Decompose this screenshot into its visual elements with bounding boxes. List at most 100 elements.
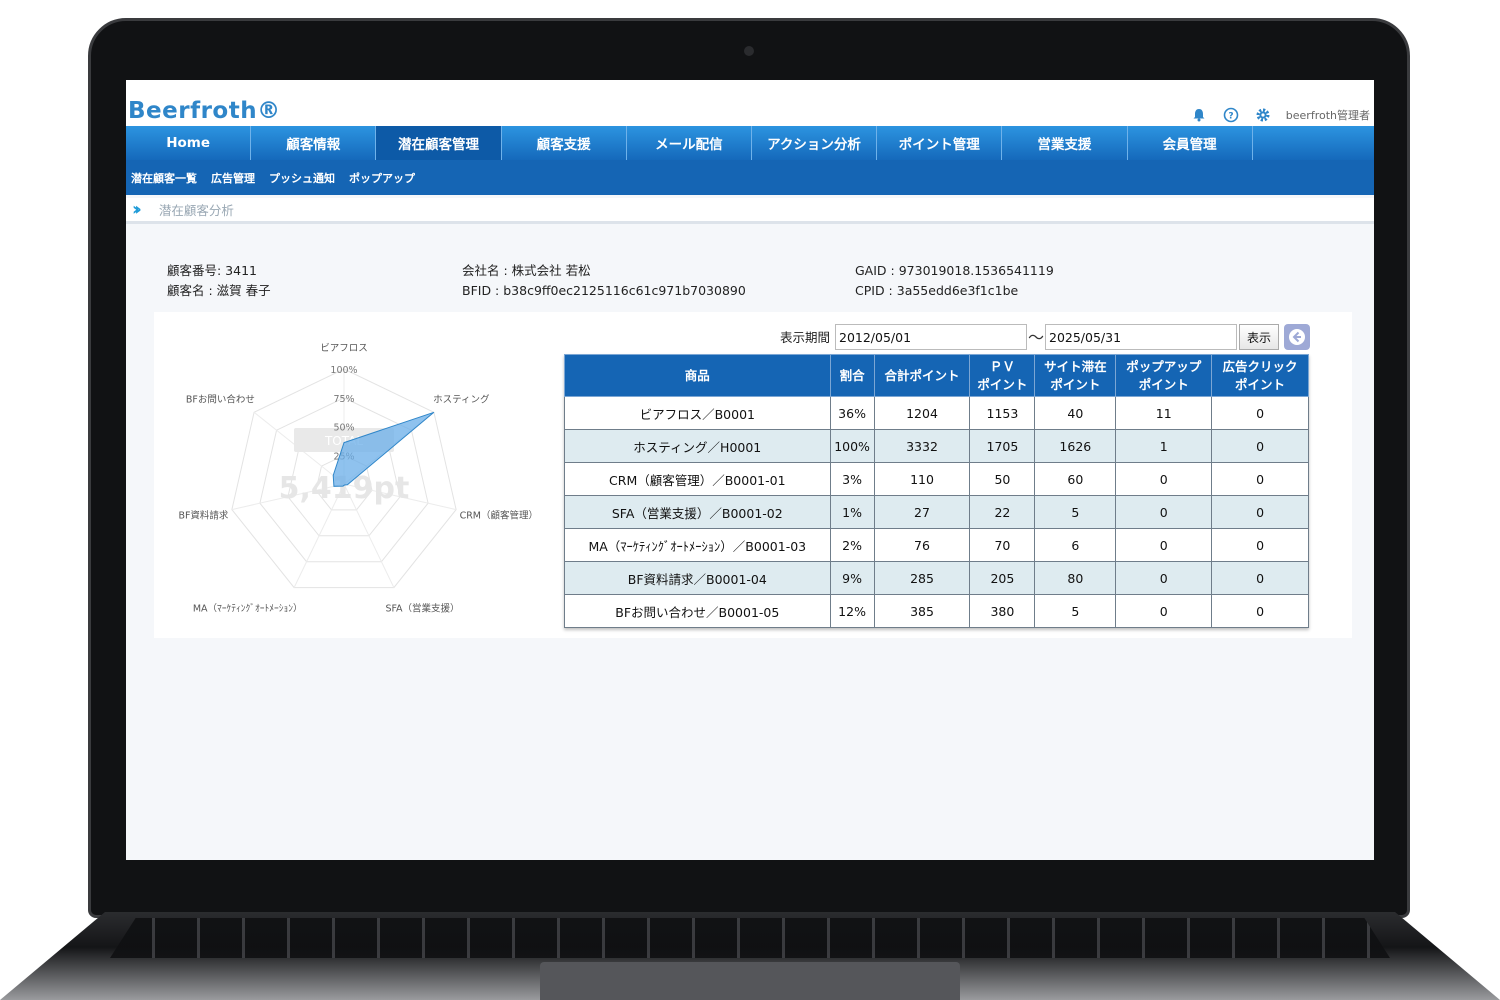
arrow-left-icon bbox=[1289, 329, 1305, 345]
nav-customer-info[interactable]: 顧客情報 bbox=[251, 126, 377, 160]
subnav-popup[interactable]: ポップアップ bbox=[349, 171, 415, 185]
period-filter: 表示期間 〜 表示 bbox=[154, 324, 1352, 350]
camera bbox=[744, 46, 754, 56]
radar-axis-label: MA（ﾏｰｹﾃｨﾝｸﾞｵｰﾄﾒｰｼｮﾝ） bbox=[193, 602, 303, 614]
customer-info-right: GAID : 973019018.1536541119 CPID : 3a55e… bbox=[855, 261, 1054, 301]
breadcrumb: ›› 潜在顧客分析 bbox=[126, 198, 1374, 224]
cell-stay: 5 bbox=[1034, 594, 1117, 628]
header-popup-points[interactable]: ポップアップ ポイント bbox=[1115, 354, 1213, 397]
top-bar: Beerfroth® ? beerfroth管理者 bbox=[126, 80, 1374, 126]
cell-pv: 205 bbox=[969, 561, 1036, 595]
radar-axis-label: BFお問い合わせ bbox=[186, 394, 255, 406]
customer-info-left: 顧客番号: 3411 顧客名 : 滋賀 春子 bbox=[167, 261, 271, 301]
header-pv-points[interactable]: ＰＶ ポイント bbox=[969, 354, 1036, 397]
back-button[interactable] bbox=[1284, 324, 1310, 350]
trackpad bbox=[540, 962, 960, 1000]
nav-home[interactable]: Home bbox=[126, 126, 252, 160]
cell-stay: 1626 bbox=[1034, 429, 1117, 463]
cell-product: ホスティング／H0001 bbox=[564, 429, 831, 463]
cell-ratio: 100% bbox=[829, 429, 875, 463]
nav-action-analysis[interactable]: アクション分析 bbox=[752, 126, 878, 160]
header-ad-click-points[interactable]: 広告クリック ポイント bbox=[1211, 354, 1309, 397]
cell-ratio: 3% bbox=[829, 462, 875, 496]
radar-tick-label: 50% bbox=[333, 423, 354, 434]
table-row[interactable]: SFA（営業支援）／B0001-02 1% 27 22 5 0 0 bbox=[564, 495, 1309, 529]
radar-grid-ring bbox=[315, 454, 373, 511]
nav-members[interactable]: 会員管理 bbox=[1128, 126, 1253, 160]
cell-product: BFお問い合わせ／B0001-05 bbox=[564, 594, 831, 628]
help-icon[interactable]: ? bbox=[1222, 106, 1240, 124]
customer-number: 顧客番号: 3411 bbox=[167, 263, 257, 278]
keyboard bbox=[110, 918, 1390, 958]
screen: Beerfroth® ? beerfroth管理者 Home 顧客情報 潜在顧客… bbox=[126, 80, 1374, 860]
cell-popup: 0 bbox=[1115, 594, 1213, 628]
cell-product: CRM（顧客管理）／B0001-01 bbox=[564, 462, 831, 496]
cell-pv: 70 bbox=[969, 528, 1036, 562]
cpid: CPID : 3a55edd6e3f1c1be bbox=[855, 283, 1019, 298]
cell-ratio: 12% bbox=[829, 594, 875, 628]
bell-icon[interactable] bbox=[1190, 106, 1208, 124]
user-label[interactable]: beerfroth管理者 bbox=[1285, 109, 1370, 122]
header-product[interactable]: 商品 bbox=[564, 354, 831, 397]
analysis-panel: TOTAL5,419pt100%75%50%25%ビアフロスホスティングCRM（… bbox=[154, 312, 1352, 638]
cell-pv: 50 bbox=[969, 462, 1036, 496]
top-icons: ? beerfroth管理者 bbox=[1190, 106, 1370, 124]
table-row[interactable]: BF資料請求／B0001-04 9% 285 205 80 0 0 bbox=[564, 561, 1309, 595]
main-nav: Home 顧客情報 潜在顧客管理 顧客支援 メール配信 アクション分析 ポイント… bbox=[126, 126, 1374, 160]
double-chevron-icon: ›› bbox=[132, 199, 142, 220]
radar-axis-label: SFA（営業支援） bbox=[385, 602, 459, 614]
nav-customer-support[interactable]: 顧客支援 bbox=[502, 126, 627, 160]
table-row[interactable]: CRM（顧客管理）／B0001-01 3% 110 50 60 0 0 bbox=[564, 462, 1309, 496]
table-row[interactable]: ホスティング／H0001 100% 3332 1705 1626 1 0 bbox=[564, 429, 1309, 463]
radar-tick-label: 75% bbox=[333, 394, 354, 405]
cell-pv: 22 bbox=[969, 495, 1036, 529]
customer-info-middle: 会社名 : 株式会社 若松 BFID : b38c9ff0ec2125116c6… bbox=[462, 261, 746, 301]
cell-ratio: 2% bbox=[829, 528, 875, 562]
cell-total: 3332 bbox=[873, 429, 971, 463]
company-name: 会社名 : 株式会社 若松 bbox=[462, 263, 591, 278]
gear-icon[interactable] bbox=[1254, 106, 1272, 124]
nav-points[interactable]: ポイント管理 bbox=[877, 126, 1003, 160]
app-logo[interactable]: Beerfroth® bbox=[128, 98, 281, 124]
radar-axis-label: ホスティング bbox=[433, 394, 490, 406]
cell-stay: 80 bbox=[1034, 561, 1117, 595]
cell-total: 76 bbox=[873, 528, 971, 562]
product-points-table: 商品 割合 合計ポイント ＰＶ ポイント サイト滞在 ポイント ポップアップ ポ… bbox=[564, 354, 1309, 628]
header-stay-points[interactable]: サイト滞在 ポイント bbox=[1034, 354, 1117, 397]
table-row[interactable]: BFお問い合わせ／B0001-05 12% 385 380 5 0 0 bbox=[564, 594, 1309, 628]
show-button[interactable]: 表示 bbox=[1239, 324, 1279, 350]
header-ratio[interactable]: 割合 bbox=[829, 354, 875, 397]
period-label: 表示期間 bbox=[780, 330, 831, 345]
table-row[interactable]: MA（ﾏｰｹﾃｨﾝｸﾞｵｰﾄﾒｰｼｮﾝ）／B0001-03 2% 76 70 6… bbox=[564, 528, 1309, 562]
subnav-ads[interactable]: 広告管理 bbox=[211, 171, 255, 185]
cell-product: MA（ﾏｰｹﾃｨﾝｸﾞｵｰﾄﾒｰｼｮﾝ）／B0001-03 bbox=[564, 528, 831, 562]
subnav-potential-list[interactable]: 潜在顧客一覧 bbox=[131, 171, 197, 185]
cell-stay: 60 bbox=[1034, 462, 1117, 496]
cell-popup: 1 bbox=[1115, 429, 1213, 463]
radar-chart: TOTAL5,419pt100%75%50%25%ビアフロスホスティングCRM（… bbox=[178, 343, 538, 614]
cell-total: 110 bbox=[873, 462, 971, 496]
cell-total: 1204 bbox=[873, 396, 971, 430]
subnav-push[interactable]: プッシュ通知 bbox=[269, 171, 335, 185]
nav-mail[interactable]: メール配信 bbox=[627, 126, 752, 160]
page-title: 潜在顧客分析 bbox=[158, 203, 234, 218]
header-total-points[interactable]: 合計ポイント bbox=[873, 354, 971, 397]
radar-grid-ring bbox=[287, 425, 401, 537]
cell-stay: 5 bbox=[1034, 495, 1117, 529]
cell-product: SFA（営業支援）／B0001-02 bbox=[564, 495, 831, 529]
cell-stay: 40 bbox=[1034, 396, 1117, 430]
start-date-input[interactable] bbox=[835, 324, 1027, 350]
customer-name: 顧客名 : 滋賀 春子 bbox=[167, 283, 271, 298]
cell-popup: 0 bbox=[1115, 561, 1213, 595]
table-row[interactable]: ビアフロス／B0001 36% 1204 1153 40 11 0 bbox=[564, 396, 1309, 430]
svg-text:?: ? bbox=[1228, 112, 1233, 122]
cell-total: 27 bbox=[873, 495, 971, 529]
cell-popup: 0 bbox=[1115, 462, 1213, 496]
cell-ratio: 36% bbox=[829, 396, 875, 430]
end-date-input[interactable] bbox=[1045, 324, 1237, 350]
nav-sales-support[interactable]: 営業支援 bbox=[1002, 126, 1128, 160]
radar-spoke bbox=[343, 483, 457, 511]
radar-spoke bbox=[231, 483, 345, 511]
bfid: BFID : b38c9ff0ec2125116c61c971b7030890 bbox=[462, 283, 746, 298]
nav-potential-customers[interactable]: 潜在顧客管理 bbox=[376, 126, 502, 160]
